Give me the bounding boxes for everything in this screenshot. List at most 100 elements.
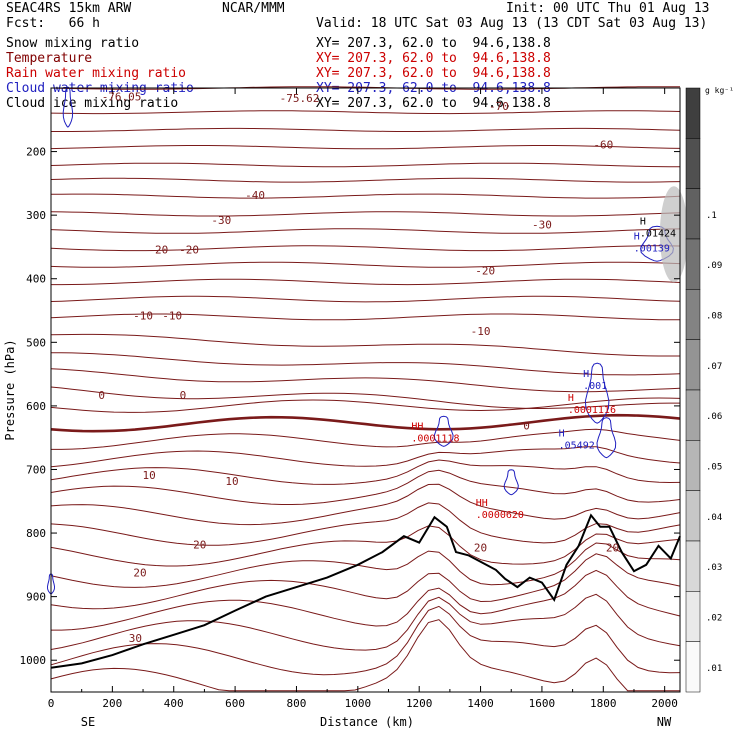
temperature-isotherm [50,162,680,168]
x-axis: 0 200 400 600 800 1000 1200 1400 1600 1800 2000 [48,88,678,710]
temperature-isotherm [51,127,681,132]
cloud-water-contour [46,573,56,595]
maximum-value: .05492 [559,441,595,452]
colorbar-box [685,289,701,340]
isotherm-label: -30 [211,214,231,227]
temperature-isotherm [50,469,681,505]
maximum-marker: H [559,429,565,440]
maximum-value: .001 [583,381,607,392]
cloud-water-contour [584,362,610,424]
isotherm-label: 10 [143,469,156,482]
colorbar-label: .01 [706,664,722,674]
isotherm-label: -20 [179,243,199,256]
temperature-isotherm [50,313,680,321]
colorbar-label: .1 [706,211,717,221]
x-axis-label: Distance (km) [320,715,414,729]
legend-snow: Snow mixing ratio [6,36,140,51]
colorbar-box [685,188,701,240]
valid-time: Valid: 18 UTC Sat 03 Aug 13 (13 CDT Sat … [316,16,708,31]
x-tick-label: 2000 [651,697,678,710]
x-tick-label: 1600 [529,697,556,710]
x-tick-label: 600 [225,697,245,710]
temperature-isotherm [50,245,681,252]
colorbar-box [685,641,701,693]
colorbar-unit: g kg⁻¹ [705,86,734,95]
temperature-isotherm [50,413,681,433]
center-label: NCAR/MMM [222,1,285,16]
temperature-isotherm [50,542,681,588]
isotherm-label: -75.62 [280,92,320,105]
isotherm-label: 20 [193,538,206,551]
x-right-end-label: NW [657,715,672,729]
isotherm-label: 20 [606,542,619,555]
isotherm-label: -70 [489,100,509,113]
maximum-value: .01424 [640,228,676,239]
colorbar-box [685,440,701,491]
temperature-isotherm [51,569,681,631]
x-tick-label: 1200 [406,697,433,710]
plot-frame [50,87,681,693]
maximum-value: .0000620 [476,510,524,521]
colorbar-label: .04 [706,513,722,523]
temperature-isotherm [50,261,681,268]
maximum-marker: H [634,232,640,243]
legend-cloud-ice: Cloud ice mixing ratio [6,96,179,111]
x-tick-label: 1800 [590,697,617,710]
colorbar-label: .07 [706,362,722,372]
maximum-value: .00139 [634,244,670,255]
x-left-end-label: SE [81,715,95,729]
temperature-isotherm [50,446,681,468]
temperature-isotherm [50,502,681,546]
colorbar-box [685,138,701,189]
temperature-isotherm [50,483,681,526]
y-tick-label: 500 [26,336,46,349]
isotherm-label: 20 [474,542,487,555]
colorbar-box [685,238,701,290]
temperature-isotherm [50,110,681,115]
colorbar-label: .05 [706,463,722,473]
y-tick-label: 300 [26,209,46,222]
x-tick-label: 400 [164,697,184,710]
colorbar-box [685,490,701,542]
y-tick-label: 600 [26,400,46,413]
colorbar: .01 .02 .03 .04 .05 .06 .07 .08 .09 .1 [685,87,722,693]
isotherm-label: -20 [148,243,168,256]
x-tick-label: 1000 [345,697,372,710]
temperature-contours [50,86,681,692]
cloud-water-contour [503,469,519,496]
isotherm-label: -20 [475,264,495,277]
temperature-isotherm [50,228,681,234]
temperature-isotherm [50,605,681,676]
isotherm-label: 30 [129,632,142,645]
y-tick-label: 700 [26,463,46,476]
y-tick-label: 900 [26,591,46,604]
colorbar-label: .02 [706,614,722,624]
maximum-value: .0001118 [411,434,459,445]
temperature-isotherm [50,333,680,357]
temperature-isotherm [51,278,681,286]
isotherm-label: 0 [98,389,105,402]
colorbar-box [685,87,701,139]
maximum-marker: H [583,369,589,380]
temperature-isotherm [50,459,681,485]
isotherm-label: -76.05 [102,90,142,103]
maximum-marker: H [640,216,646,227]
maximum-value: .0001116 [568,405,616,416]
colorbar-label: .06 [706,412,722,422]
cloud-water-contour [62,86,74,128]
temperature-isotherm [50,368,681,393]
isotherm-label: -30 [532,219,552,232]
forecast-hour: Fcst: 66 h [6,16,100,31]
isotherm-label: 0 [180,389,187,402]
xy-snow: XY= 207.3, 62.0 to 94.6,138.8 [316,36,551,51]
isotherm-label: 10 [225,475,238,488]
temperature-isotherm [50,593,681,651]
colorbar-box [685,339,701,391]
y-tick-label: 1000 [20,654,47,667]
temperature-isotherm [50,295,681,303]
isotherm-label: -10 [471,325,491,338]
y-tick-label: 800 [26,527,46,540]
xy-cloud-ice: XY= 207.3, 62.0 to 94.6,138.8 [316,96,551,111]
